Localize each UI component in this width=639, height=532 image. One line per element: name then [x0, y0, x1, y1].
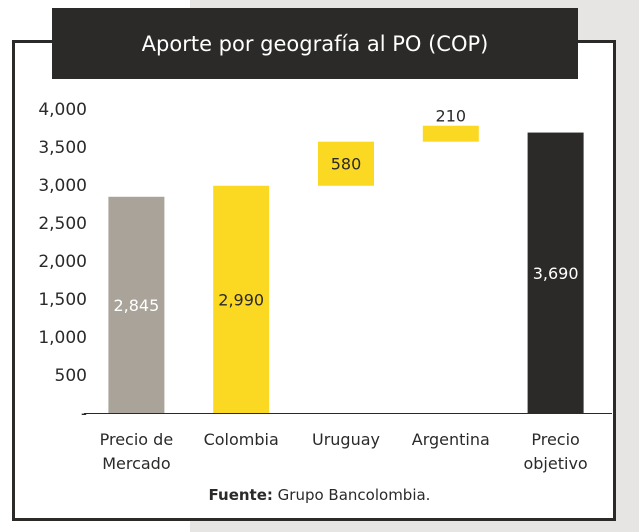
category-label: Mercado — [102, 454, 170, 473]
data-label: 2,845 — [113, 296, 159, 315]
waterfall-bar — [108, 196, 165, 413]
y-tick-label: 500 — [55, 366, 87, 386]
data-label: 2,990 — [218, 290, 264, 309]
data-label: 580 — [331, 155, 362, 174]
source-note: Fuente: Grupo Bancolombia. — [0, 486, 639, 504]
category-label: Uruguay — [312, 430, 380, 449]
y-tick-label: 2,000 — [38, 252, 87, 272]
waterfall-bar — [422, 125, 479, 142]
category-label: Precio de — [100, 430, 174, 449]
waterfall-bar — [527, 132, 584, 413]
y-tick-label: 1,500 — [38, 290, 87, 310]
source-label: Fuente: — [208, 486, 273, 504]
category-label: Precio — [531, 430, 579, 449]
data-label: 210 — [436, 107, 467, 126]
waterfall-bar — [213, 185, 270, 413]
chart-title: Aporte por geografía al PO (COP) — [52, 8, 578, 79]
waterfall-bar — [318, 141, 374, 186]
category-label: Colombia — [204, 430, 279, 449]
y-tick-label: 1,000 — [38, 328, 87, 348]
y-tick-label: - — [81, 404, 87, 424]
category-label: Argentina — [412, 430, 490, 449]
y-tick-label: 3,000 — [38, 176, 87, 196]
y-tick-label: 3,500 — [38, 138, 87, 158]
y-tick-label: 2,500 — [38, 214, 87, 234]
category-label: objetivo — [523, 454, 587, 473]
y-tick-label: 4,000 — [38, 100, 87, 120]
source-text: Grupo Bancolombia. — [277, 486, 431, 504]
data-label: 3,690 — [533, 264, 579, 283]
